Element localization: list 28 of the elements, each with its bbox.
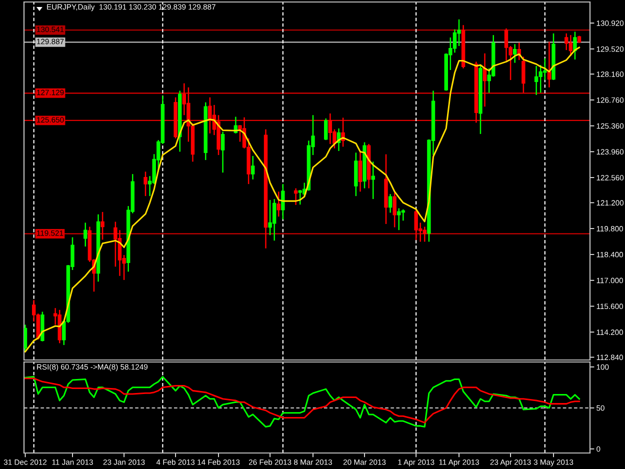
candlestick bbox=[522, 56, 526, 94]
candlestick bbox=[24, 324, 28, 352]
candlestick bbox=[422, 226, 427, 242]
candlestick bbox=[504, 28, 508, 62]
candlestick bbox=[564, 32, 568, 51]
candlestick bbox=[272, 198, 276, 242]
candlestick bbox=[251, 155, 255, 180]
candlestick bbox=[208, 96, 212, 134]
candlestick bbox=[100, 211, 104, 240]
candlestick bbox=[568, 34, 573, 57]
candlestick bbox=[144, 171, 148, 197]
candlestick bbox=[534, 65, 538, 96]
candlestick bbox=[512, 44, 517, 64]
candlestick bbox=[388, 193, 392, 214]
candlestick bbox=[573, 31, 577, 60]
candlestick bbox=[84, 222, 88, 248]
candlestick bbox=[324, 118, 328, 141]
candlestick bbox=[276, 191, 280, 218]
candlestick bbox=[452, 28, 457, 54]
candlestick bbox=[392, 192, 396, 228]
candlestick bbox=[220, 131, 225, 174]
candlestick bbox=[281, 183, 285, 220]
candlestick bbox=[358, 151, 362, 192]
candlestick bbox=[414, 208, 418, 241]
candlestick bbox=[371, 161, 375, 200]
candlestick bbox=[328, 112, 332, 145]
candlestick bbox=[397, 208, 401, 231]
candlestick bbox=[543, 58, 547, 81]
